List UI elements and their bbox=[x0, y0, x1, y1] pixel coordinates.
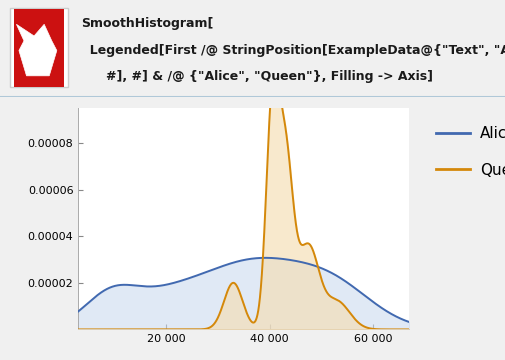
Bar bbox=[14, 9, 64, 86]
Text: #], #] & /@ {"Alice", "Queen"}, Filling -> Axis]: #], #] & /@ {"Alice", "Queen"}, Filling … bbox=[106, 70, 433, 83]
Bar bbox=[10, 8, 68, 87]
Text: Legended[First /@ StringPosition[ExampleData@{"Text", "AliceInWonderland"},: Legended[First /@ StringPosition[Example… bbox=[81, 44, 505, 57]
Legend: Alice, Queen: Alice, Queen bbox=[430, 120, 505, 184]
Polygon shape bbox=[16, 24, 57, 76]
Text: SmoothHistogram[: SmoothHistogram[ bbox=[81, 18, 213, 31]
